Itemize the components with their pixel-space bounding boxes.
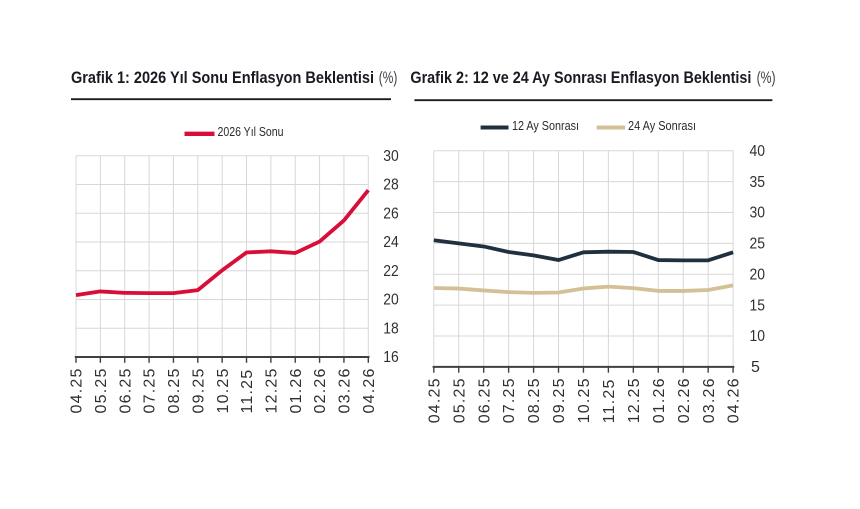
svg-text:22: 22	[383, 263, 399, 280]
svg-text:06.25: 06.25	[476, 377, 493, 423]
svg-text:24: 24	[383, 234, 399, 251]
svg-text:07.25: 07.25	[142, 367, 159, 413]
svg-text:40: 40	[750, 143, 766, 160]
svg-text:2026 Yıl Sonu: 2026 Yıl Sonu	[218, 124, 284, 139]
svg-text:Grafik 2: 12 ve 24 Ay Sonrası: Grafik 2: 12 ve 24 Ay Sonrası Enflasyon …	[410, 68, 751, 87]
svg-text:09.25: 09.25	[190, 367, 207, 413]
svg-text:07.25: 07.25	[501, 377, 518, 423]
svg-text:04.25: 04.25	[69, 367, 86, 413]
svg-text:10.25: 10.25	[576, 377, 593, 423]
svg-text:02.26: 02.26	[312, 367, 329, 413]
svg-text:04.26: 04.26	[361, 367, 378, 413]
svg-text:04.26: 04.26	[726, 377, 743, 423]
svg-text:15: 15	[750, 297, 766, 314]
svg-text:25: 25	[750, 236, 766, 253]
svg-text:11.25: 11.25	[239, 369, 256, 414]
svg-text:08.25: 08.25	[526, 377, 543, 423]
svg-text:30: 30	[383, 148, 399, 165]
svg-text:04.25: 04.25	[426, 377, 443, 423]
svg-text:10.25: 10.25	[215, 367, 232, 413]
svg-text:35: 35	[750, 174, 766, 191]
svg-text:12.25: 12.25	[263, 367, 280, 413]
svg-text:12.25: 12.25	[626, 377, 643, 423]
svg-text:05.25: 05.25	[451, 377, 468, 423]
svg-text:20: 20	[750, 266, 766, 283]
svg-text:20: 20	[383, 292, 399, 309]
svg-text:12 Ay Sonrası: 12 Ay Sonrası	[512, 118, 579, 133]
svg-text:(%): (%)	[757, 68, 776, 87]
svg-text:28: 28	[383, 177, 399, 194]
svg-text:09.25: 09.25	[551, 377, 568, 423]
svg-text:10: 10	[750, 328, 766, 345]
svg-text:03.26: 03.26	[701, 377, 718, 423]
svg-text:16: 16	[383, 349, 399, 366]
svg-text:30: 30	[750, 205, 766, 222]
svg-text:01.26: 01.26	[651, 377, 668, 423]
svg-text:05.25: 05.25	[93, 367, 110, 413]
svg-text:5: 5	[751, 359, 760, 376]
svg-text:06.25: 06.25	[117, 367, 134, 413]
svg-text:Grafik 1: 2026 Yıl Sonu Enflas: Grafik 1: 2026 Yıl Sonu Enflasyon Beklen…	[71, 68, 374, 87]
svg-text:02.26: 02.26	[676, 377, 693, 423]
svg-text:18: 18	[383, 320, 399, 337]
svg-text:03.26: 03.26	[337, 367, 354, 413]
svg-text:(%): (%)	[379, 68, 398, 87]
svg-text:01.26: 01.26	[288, 367, 305, 413]
svg-text:24 Ay Sonrası: 24 Ay Sonrası	[628, 118, 696, 133]
svg-text:11.25: 11.25	[601, 378, 618, 423]
svg-text:08.25: 08.25	[166, 367, 183, 413]
svg-text:26: 26	[383, 205, 399, 222]
